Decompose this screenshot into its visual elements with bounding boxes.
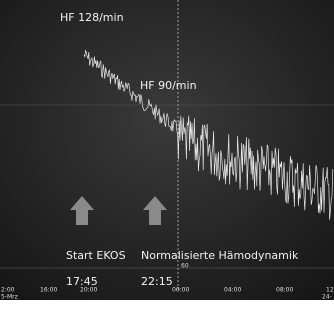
annotation: HF 128/min bbox=[60, 11, 124, 24]
annotation: HF 90/min bbox=[140, 79, 197, 92]
baseline-label: 60 bbox=[181, 263, 189, 270]
time-tick-label: 04:00 bbox=[224, 287, 241, 294]
event-time: 22:15 bbox=[141, 275, 173, 288]
event-label: Start EKOS bbox=[66, 249, 126, 262]
monitor-screenshot: HF 128/min HF 90/min Start EKOS 17:45 No… bbox=[0, 0, 334, 320]
date-label: 5-Mrz bbox=[1, 294, 18, 301]
time-tick-label: 12 bbox=[326, 287, 334, 294]
time-tick-label: 00:00 bbox=[172, 287, 189, 294]
date-label: 24- bbox=[322, 294, 332, 301]
time-tick-label: 20:00 bbox=[80, 287, 97, 294]
time-tick-label: 08:00 bbox=[276, 287, 293, 294]
event-label: Normalisierte Hämodynamik bbox=[141, 249, 299, 262]
time-tick-label: 2:00 bbox=[1, 287, 15, 294]
time-tick-label: 16:00 bbox=[40, 287, 57, 294]
page: HF 128/min HF 90/min Start EKOS 17:45 No… bbox=[0, 0, 334, 320]
